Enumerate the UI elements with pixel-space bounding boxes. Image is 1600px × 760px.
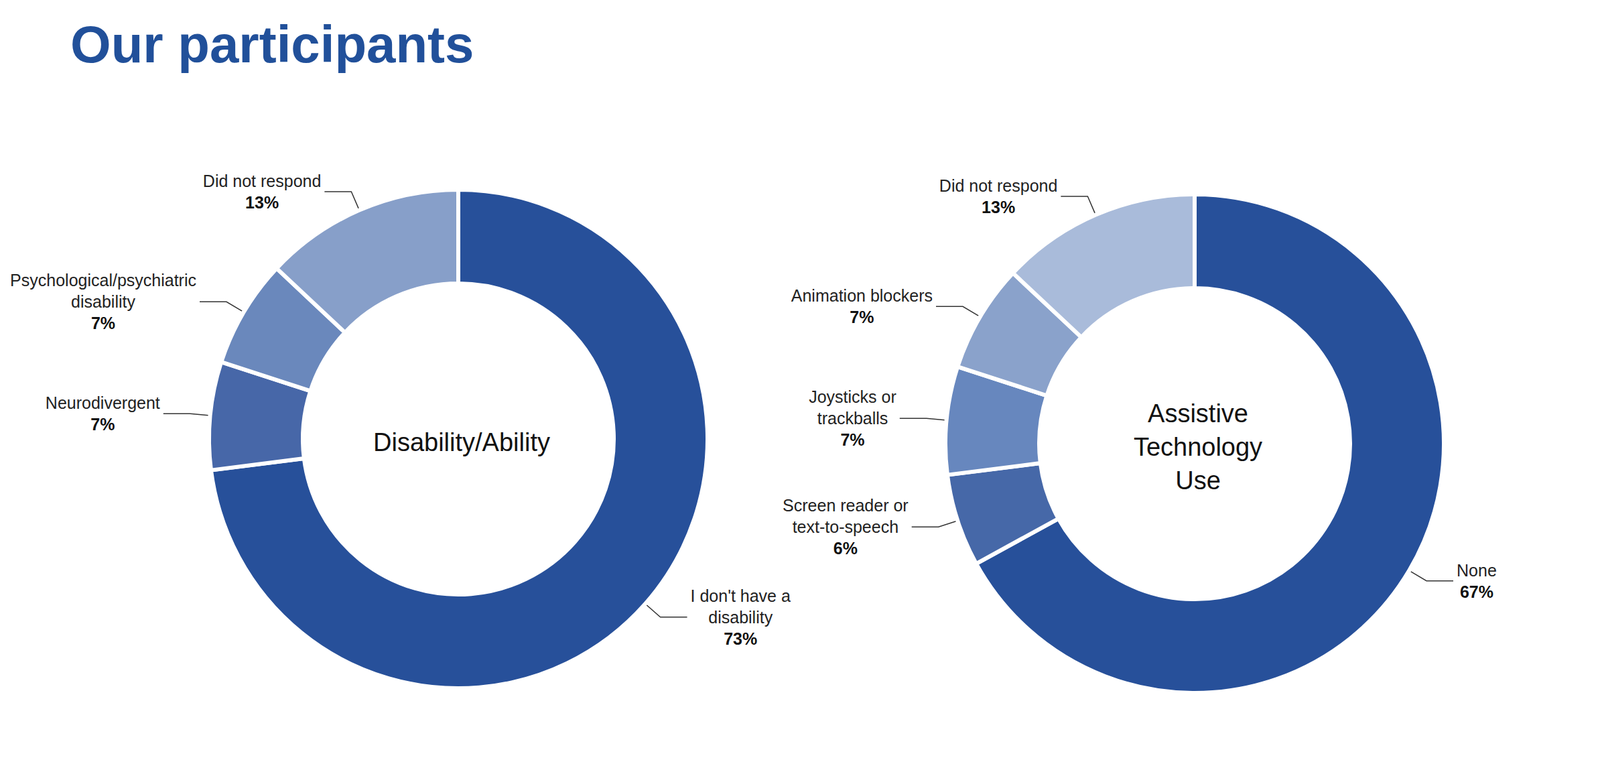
svg-text:trackballs: trackballs bbox=[817, 408, 889, 428]
svg-text:Use: Use bbox=[1175, 466, 1221, 495]
svg-text:7%: 7% bbox=[840, 430, 865, 449]
svg-text:disability: disability bbox=[708, 607, 773, 627]
svg-text:text-to-speech: text-to-speech bbox=[792, 517, 899, 537]
svg-text:Screen reader or: Screen reader or bbox=[782, 495, 909, 515]
svg-text:7%: 7% bbox=[91, 313, 116, 333]
svg-text:disability: disability bbox=[71, 292, 136, 311]
svg-text:Assistive: Assistive bbox=[1147, 399, 1249, 428]
svg-text:6%: 6% bbox=[833, 538, 858, 558]
svg-text:73%: 73% bbox=[723, 629, 758, 648]
svg-text:Our participants: Our participants bbox=[70, 14, 474, 74]
svg-text:Animation blockers: Animation blockers bbox=[791, 286, 933, 305]
svg-text:Joysticks or: Joysticks or bbox=[808, 387, 897, 407]
svg-text:Did not respond: Did not respond bbox=[203, 171, 322, 191]
svg-text:Neurodivergent: Neurodivergent bbox=[45, 393, 161, 413]
svg-text:Technology: Technology bbox=[1133, 432, 1263, 461]
svg-text:None: None bbox=[1456, 560, 1497, 580]
svg-text:I don't have a: I don't have a bbox=[690, 586, 791, 606]
svg-text:7%: 7% bbox=[849, 307, 874, 327]
svg-text:Did not respond: Did not respond bbox=[939, 176, 1058, 195]
svg-text:7%: 7% bbox=[90, 414, 115, 434]
svg-text:13%: 13% bbox=[981, 197, 1016, 217]
svg-text:67%: 67% bbox=[1459, 582, 1494, 602]
svg-text:Psychological/psychiatric: Psychological/psychiatric bbox=[10, 270, 197, 290]
svg-text:Disability/Ability: Disability/Ability bbox=[373, 428, 551, 457]
svg-text:13%: 13% bbox=[245, 192, 279, 212]
